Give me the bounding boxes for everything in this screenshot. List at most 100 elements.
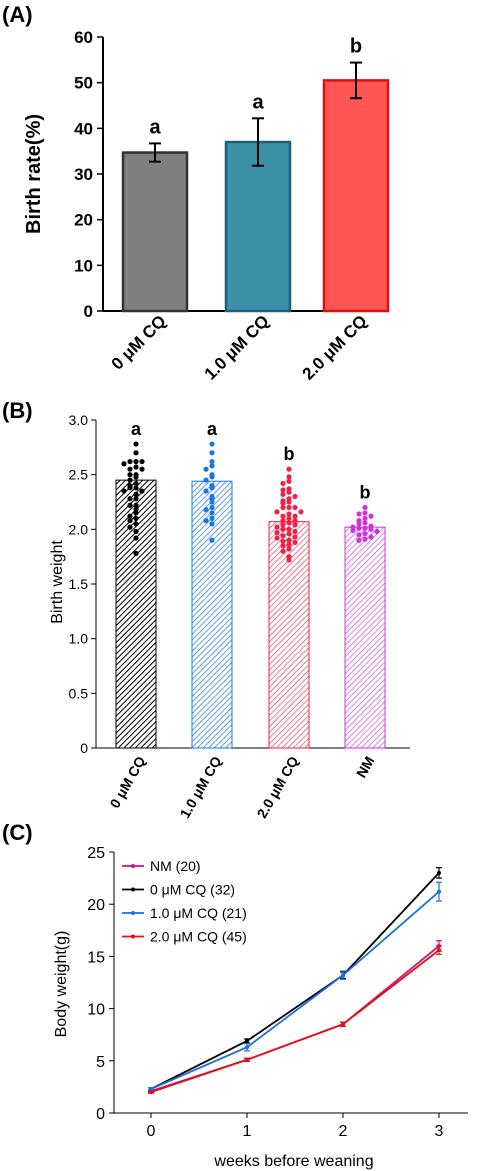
data-point	[133, 521, 139, 527]
data-point	[139, 488, 145, 494]
data-point	[286, 489, 292, 495]
panel-label-a: (A)	[2, 2, 33, 27]
y-tick-label: 0	[84, 302, 93, 321]
data-point	[292, 528, 298, 535]
data-point	[127, 485, 133, 491]
data-point	[280, 548, 286, 554]
y-tick-label: 2.0	[69, 521, 89, 537]
y-tick-label: 20	[74, 211, 93, 230]
data-point	[286, 515, 292, 522]
data-point	[292, 539, 298, 546]
data-point	[280, 513, 286, 519]
y-tick-label: 0	[80, 740, 88, 756]
legend-marker	[131, 864, 135, 868]
data-point	[127, 496, 133, 502]
data-point	[209, 499, 215, 505]
data-point	[209, 463, 215, 469]
x-tick-label: 1.0 μM CQ	[201, 311, 273, 383]
y-tick-label: 10	[87, 1002, 105, 1019]
x-tick-label: 0 μM CQ	[106, 753, 148, 810]
data-point	[356, 537, 362, 543]
data-point	[245, 1045, 249, 1050]
y-axis-label: Birth rate(%)	[23, 114, 45, 234]
significance-label: a	[131, 419, 142, 439]
data-point	[437, 870, 441, 875]
data-point	[368, 534, 374, 540]
legend-label: 1.0 μM CQ (21)	[150, 905, 247, 921]
data-point	[292, 522, 298, 528]
data-point	[209, 474, 215, 480]
data-point	[356, 511, 362, 517]
legend-label: NM (20)	[150, 858, 201, 874]
data-point	[362, 520, 368, 526]
data-point	[203, 466, 209, 472]
data-point	[286, 537, 292, 543]
y-tick-label: 60	[74, 28, 93, 47]
y-tick-label: 20	[87, 897, 105, 914]
legend-marker	[131, 887, 135, 892]
y-axis-label: Body weight(g)	[53, 931, 70, 1038]
y-tick-label: 1.0	[69, 631, 89, 647]
data-point	[203, 517, 209, 524]
y-tick-label: 0	[96, 1106, 105, 1123]
data-point	[127, 458, 133, 465]
data-point	[133, 515, 139, 522]
significance-label: b	[350, 36, 362, 58]
y-tick-label: 0.5	[69, 685, 89, 701]
data-point	[292, 504, 298, 511]
data-point	[280, 487, 286, 493]
y-tick-label: 5	[96, 1054, 105, 1071]
data-point	[203, 477, 209, 483]
panel-label-b: (B)	[2, 398, 33, 423]
data-point	[341, 973, 345, 978]
data-point	[133, 528, 139, 535]
data-point	[362, 531, 368, 537]
data-point	[292, 534, 298, 540]
data-point	[133, 441, 139, 447]
data-point	[362, 504, 368, 511]
significance-label: b	[284, 444, 295, 464]
data-point	[356, 532, 362, 538]
data-point	[203, 488, 209, 494]
y-tick-label: 15	[87, 949, 105, 966]
data-point	[127, 502, 133, 508]
data-point	[133, 485, 139, 491]
y-tick-label: 1.5	[69, 576, 89, 592]
y-tick-label: 10	[74, 256, 93, 275]
x-tick-label: 2.0 μM CQ	[299, 311, 371, 383]
data-point	[292, 513, 298, 519]
data-point	[280, 480, 286, 487]
data-point	[209, 441, 215, 447]
data-point	[139, 466, 145, 472]
data-point	[209, 458, 215, 465]
bar	[191, 480, 233, 749]
panel-b: (B) Birth weight 0 0.5 1.0 1.5 2.0 2.5 3.0 a 0 μ…	[2, 398, 410, 821]
data-point	[133, 491, 139, 497]
data-point	[286, 511, 292, 517]
data-point	[286, 474, 292, 480]
data-point	[203, 507, 209, 513]
data-point	[286, 499, 292, 505]
x-tick-label: 3	[435, 1123, 444, 1140]
data-point	[127, 472, 133, 478]
series-line	[150, 890, 440, 1090]
data-point	[209, 450, 215, 456]
data-point	[280, 517, 286, 524]
y-tick-label: 30	[74, 165, 93, 184]
data-point	[362, 525, 368, 531]
x-tick-label: 1.0 μM CQ	[177, 753, 225, 820]
data-point	[280, 504, 286, 511]
legend-label: 2.0 μM CQ (45)	[150, 929, 247, 945]
data-point	[341, 1022, 345, 1027]
panel-label-c: (C)	[2, 820, 33, 845]
legend-marker	[131, 911, 135, 915]
data-point	[286, 478, 292, 484]
x-axis-label: weeks before weaning	[213, 1153, 373, 1170]
data-point	[127, 524, 133, 530]
data-point	[362, 510, 368, 516]
data-point	[133, 496, 139, 502]
data-point	[286, 526, 292, 532]
data-point	[245, 1038, 249, 1043]
data-point	[437, 948, 441, 953]
